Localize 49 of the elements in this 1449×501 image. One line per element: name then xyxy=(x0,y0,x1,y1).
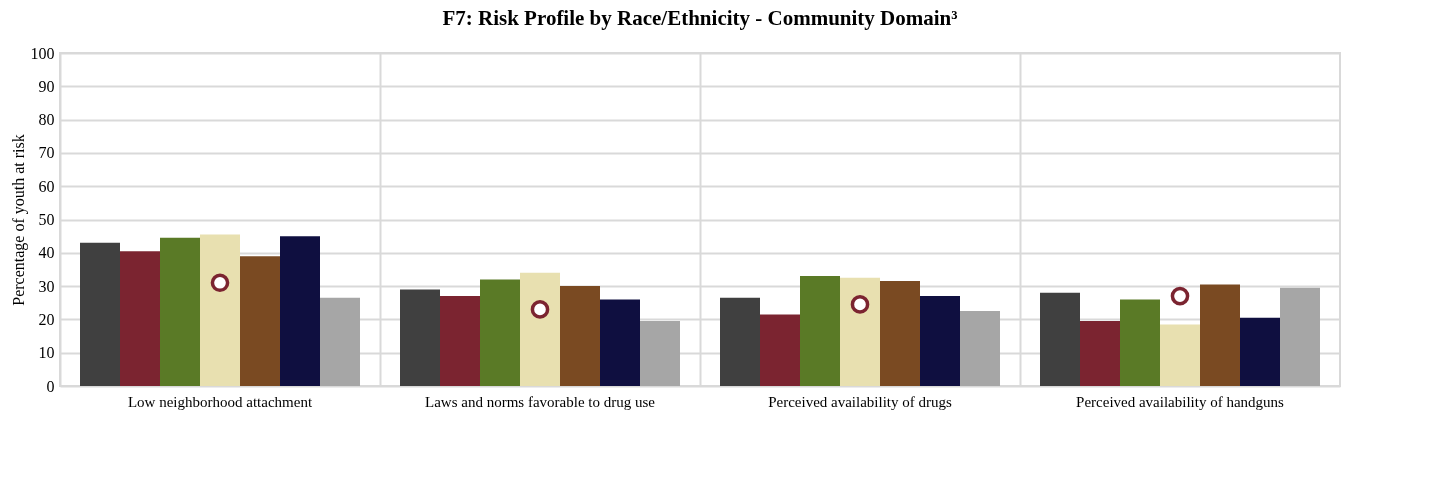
x-tick-label: Laws and norms favorable to drug use xyxy=(425,393,656,410)
point xyxy=(530,300,550,319)
bar xyxy=(480,279,520,386)
y-tick-label: 30 xyxy=(38,277,55,295)
point xyxy=(850,295,870,314)
y-tick-label: 100 xyxy=(30,44,55,62)
bar xyxy=(520,272,560,386)
point xyxy=(1170,286,1190,306)
bar xyxy=(160,237,200,386)
bar xyxy=(760,314,800,386)
point xyxy=(210,273,230,293)
bar xyxy=(600,299,640,386)
bar xyxy=(280,236,320,386)
bar xyxy=(880,281,920,386)
bar xyxy=(560,286,600,386)
y-axis-title: Percentage of youth at risk xyxy=(9,134,28,306)
bar xyxy=(1240,317,1280,386)
bar xyxy=(240,256,280,386)
bar xyxy=(320,297,360,386)
y-tick-label: 70 xyxy=(38,144,55,162)
bar xyxy=(720,297,760,386)
bar xyxy=(1120,299,1160,386)
bar xyxy=(800,276,840,386)
y-tick-label: 80 xyxy=(38,111,55,129)
bar xyxy=(440,296,480,386)
bar xyxy=(960,311,1000,386)
x-tick-label: Perceived availability of handguns xyxy=(1076,393,1285,410)
bar xyxy=(1160,324,1200,386)
y-tick-label: 0 xyxy=(46,377,55,395)
bar xyxy=(200,234,240,386)
chart-title: F7: Risk Profile by Race/Ethnicity - Community Domain³ xyxy=(442,6,958,30)
bar xyxy=(840,277,880,386)
x-tick-label: Perceived availability of drugs xyxy=(768,393,952,410)
bar xyxy=(1080,321,1120,386)
bar xyxy=(80,242,120,386)
bar xyxy=(640,321,680,386)
y-tick-label: 40 xyxy=(38,244,55,262)
x-tick-label: Low neighborhood attachment xyxy=(127,393,313,410)
y-tick-label: 50 xyxy=(38,211,55,228)
y-tick-label: 60 xyxy=(38,177,55,195)
y-tick-label: 20 xyxy=(38,310,55,328)
y-tick-label: 10 xyxy=(38,344,55,362)
bar xyxy=(1040,292,1080,386)
y-tick-label: 90 xyxy=(38,77,55,95)
bar xyxy=(1280,287,1320,386)
bar xyxy=(1200,284,1240,386)
bar xyxy=(920,296,960,386)
bar xyxy=(120,251,160,386)
bar xyxy=(400,289,440,386)
